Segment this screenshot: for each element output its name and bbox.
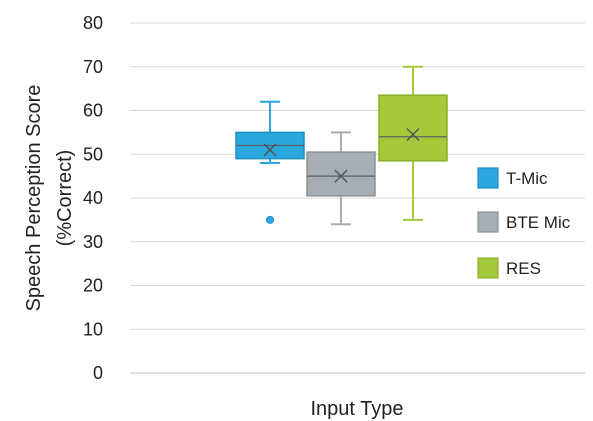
mean-marker	[334, 169, 348, 183]
legend-swatch	[477, 211, 499, 233]
y-tick-label: 70	[83, 57, 103, 77]
legend-label: RES	[506, 259, 541, 278]
y-axis-title-line-1: Speech Perception Score	[23, 85, 45, 312]
x-axis-title: Input Type	[310, 398, 403, 420]
box-iqr	[378, 94, 448, 162]
y-tick-label: 40	[83, 188, 103, 208]
grid-lines	[130, 22, 585, 374]
y-tick-label: 50	[83, 144, 103, 164]
y-tick-label: 60	[83, 101, 103, 121]
legend-item-res: RES	[477, 257, 541, 279]
legend-item-t-mic: T-Mic	[477, 167, 548, 189]
outlier-point	[266, 215, 274, 224]
box-series	[235, 65, 448, 226]
box-t-mic	[235, 100, 305, 224]
box-iqr	[306, 151, 376, 197]
legend-swatch	[477, 257, 499, 279]
legend-swatch	[477, 167, 499, 189]
legend: T-Mic BTE Mic RES	[477, 167, 571, 279]
y-tick-label: 30	[83, 232, 103, 252]
box-bte-mic	[306, 131, 376, 226]
legend-label: BTE Mic	[506, 213, 571, 232]
y-tick-label: 0	[93, 363, 103, 383]
y-axis-title-line-2: (%Correct)	[54, 150, 76, 247]
y-tick-label: 10	[83, 319, 103, 339]
legend-label: T-Mic	[506, 169, 548, 188]
legend-item-bte-mic: BTE Mic	[477, 211, 571, 233]
y-tick-labels: 0 10 20 30 40 50 60 70 80	[83, 13, 103, 383]
y-tick-label: 80	[83, 13, 103, 33]
mean-marker	[263, 143, 277, 157]
y-tick-label: 20	[83, 276, 103, 296]
box-res	[378, 65, 448, 221]
mean-marker	[406, 128, 420, 142]
